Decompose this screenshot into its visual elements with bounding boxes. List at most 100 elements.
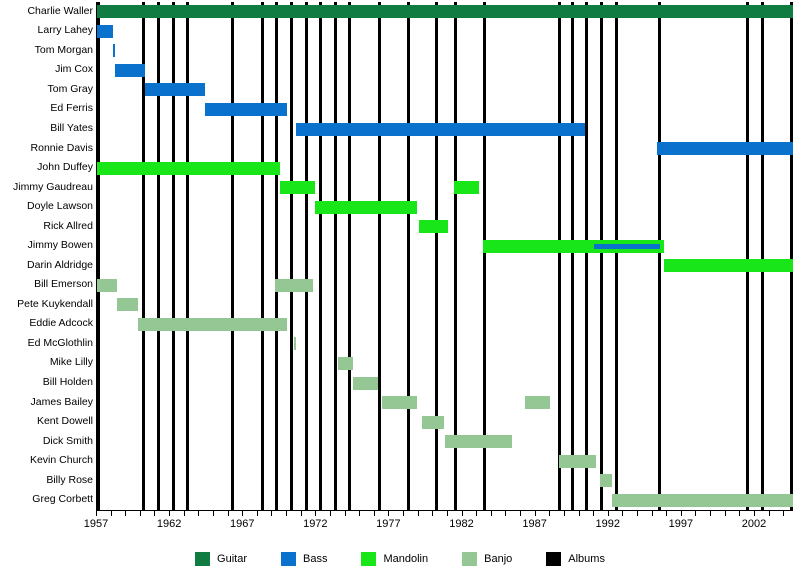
x-axis-line	[96, 510, 793, 511]
album-marker-line	[348, 2, 352, 510]
x-axis-tick	[125, 511, 127, 516]
x-axis-tick	[154, 511, 156, 516]
x-axis-tick	[373, 511, 375, 516]
album-marker-line	[377, 2, 381, 510]
x-axis-tick	[139, 511, 141, 516]
x-axis-tick	[446, 511, 448, 516]
album-marker-line	[333, 2, 337, 510]
row-label-tom-gray: Tom Gray	[47, 82, 93, 95]
x-axis-tick-label-1972: 1972	[303, 518, 328, 530]
x-axis-tick	[183, 511, 185, 516]
bar-jimmy-gaudreau-mandolin	[279, 181, 315, 195]
x-axis-tick-label-1992: 1992	[595, 518, 620, 530]
row-label-jimmy-gaudreau: Jimmy Gaudreau	[13, 180, 93, 193]
bar-ronnie-davis-bass	[657, 142, 793, 156]
bar-kevin-church-banjo	[559, 454, 596, 468]
legend-item-bass[interactable]: Bass	[281, 552, 327, 566]
album-marker-line	[319, 2, 323, 510]
album-marker-line	[171, 2, 175, 510]
album-marker-line	[304, 2, 308, 510]
row-label-jimmy-bowen: Jimmy Bowen	[27, 239, 93, 252]
x-axis-tick	[227, 511, 229, 516]
row-label-tom-morgan: Tom Morgan	[34, 43, 93, 56]
album-marker-line	[186, 2, 190, 510]
album-marker-line	[746, 2, 750, 510]
x-axis-tick	[169, 511, 171, 516]
legend-label: Banjo	[484, 553, 513, 565]
x-axis-tick	[622, 511, 624, 516]
x-axis-tick	[739, 511, 741, 516]
row-label-ed-mcglothlin: Ed McGlothlin	[27, 336, 93, 349]
bar-jimmy-gaudreau-mandolin	[453, 181, 479, 195]
x-axis-tick	[212, 511, 214, 516]
album-marker-line	[231, 2, 235, 510]
legend-swatch-guitar-icon	[195, 552, 211, 566]
legend-item-mandolin[interactable]: Mandolin	[361, 552, 428, 566]
x-axis-tick	[563, 511, 565, 516]
bar-jimmy-bowen-bass	[594, 244, 660, 250]
x-axis-tick	[651, 511, 653, 516]
x-axis-tick	[329, 511, 331, 516]
legend-label: Albums	[568, 553, 605, 565]
album-marker-line	[760, 2, 764, 510]
bar-billy-rose-banjo	[599, 474, 612, 488]
x-axis-tick	[417, 511, 419, 516]
album-marker-line	[289, 2, 293, 510]
bar-charlie-waller-guitar	[97, 5, 793, 19]
x-axis-tick	[520, 511, 522, 516]
bar-jimmy-bowen-mandolin	[483, 239, 665, 253]
legend-swatch-albums-icon	[546, 552, 562, 566]
row-label-darin-aldridge: Darin Aldridge	[27, 258, 93, 271]
row-label-jim-cox: Jim Cox	[55, 63, 93, 76]
row-label-rick-allred: Rick Allred	[43, 219, 93, 232]
x-axis-tick	[403, 511, 405, 516]
album-marker-line	[585, 2, 589, 510]
album-marker-line	[599, 2, 603, 510]
bar-bill-holden-banjo	[352, 376, 378, 390]
bar-pete-kuykendall-banjo	[117, 298, 138, 312]
x-axis-tick	[534, 511, 536, 516]
album-marker-line	[790, 2, 794, 510]
bar-james-bailey-banjo	[382, 396, 418, 410]
bar-larry-lahey-bass	[97, 24, 114, 38]
plot-area	[96, 2, 794, 510]
bar-rick-allred-mandolin	[418, 220, 448, 234]
x-axis-tick	[388, 511, 390, 516]
legend-item-banjo[interactable]: Banjo	[462, 552, 512, 566]
x-axis-tick	[344, 511, 346, 516]
album-marker-line	[275, 2, 279, 510]
bar-kent-dowell-banjo	[421, 415, 444, 429]
row-label-mike-lilly: Mike Lilly	[49, 356, 93, 369]
x-axis-tick	[724, 511, 726, 516]
bar-bill-emerson-banjo	[97, 278, 118, 292]
row-label-bill-holden: Bill Holden	[42, 376, 93, 388]
legend-swatch-banjo-icon	[462, 552, 478, 566]
row-label-bill-emerson: Bill Emerson	[34, 278, 93, 291]
album-marker-line	[557, 2, 561, 510]
x-axis-tick-label-1957: 1957	[83, 518, 109, 530]
chart-legend: Guitar Bass Mandolin Banjo Albums	[0, 549, 800, 569]
row-label-kevin-church: Kevin Church	[29, 454, 93, 467]
row-label-ronnie-davis: Ronnie Davis	[30, 141, 93, 154]
x-axis-tick	[666, 511, 668, 516]
x-axis-tick	[695, 511, 697, 516]
x-axis-tick	[505, 511, 507, 516]
bar-greg-corbett-banjo	[611, 493, 793, 507]
bar-bill-emerson-banjo	[275, 278, 314, 292]
row-label-kent-dowell: Kent Dowell	[36, 415, 93, 428]
row-label-bill-yates: Bill Yates	[50, 122, 93, 134]
x-axis-tick	[242, 511, 244, 516]
legend-item-albums[interactable]: Albums	[546, 552, 605, 566]
legend-item-guitar[interactable]: Guitar	[195, 552, 247, 566]
x-axis-tick	[96, 511, 97, 516]
row-label-billy-rose: Billy Rose	[46, 473, 93, 486]
bar-ed-mcglothlin-banjo	[294, 337, 296, 351]
bar-ed-ferris-bass	[205, 102, 288, 116]
album-marker-line	[142, 2, 146, 510]
row-label-pete-kuykendall: Pete Kuykendall	[17, 297, 93, 310]
row-label-larry-lahey: Larry Lahey	[37, 24, 93, 37]
x-axis-tick	[432, 511, 434, 516]
x-axis-tick	[680, 511, 682, 516]
album-marker-line	[658, 2, 662, 510]
